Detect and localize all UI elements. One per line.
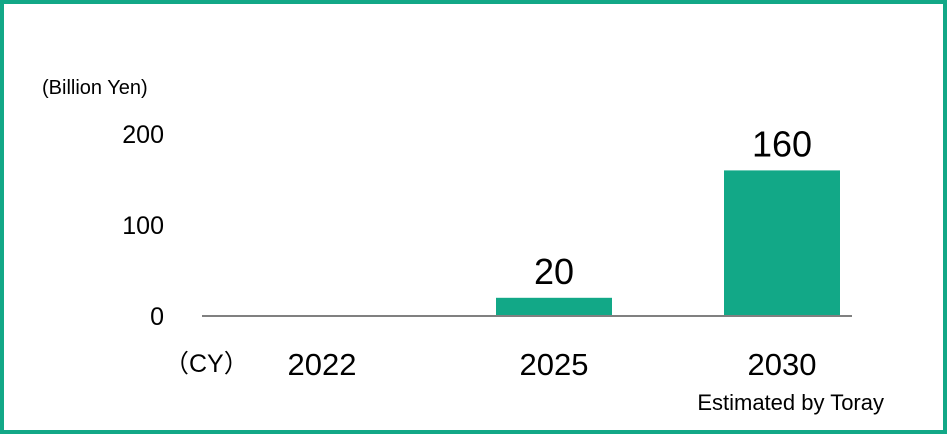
source-note: Estimated by Toray (697, 390, 884, 415)
y-tick-label: 100 (122, 212, 164, 240)
x-category-label-2030: 2030 (748, 347, 817, 382)
x-category-label-2025: 2025 (520, 347, 589, 382)
y-axis-ticks: 0 100 200 (122, 121, 164, 331)
category-labels: 2022 2025 2030 (288, 347, 817, 382)
bars: 20 160 (496, 123, 840, 316)
x-category-label-2022: 2022 (288, 347, 357, 382)
y-tick-label: 200 (122, 121, 164, 149)
y-tick-label: 0 (150, 303, 164, 331)
data-label-2025: 20 (534, 251, 574, 292)
y-axis-unit-label: (Billion Yen) (42, 77, 148, 99)
x-axis-suffix-label: （CY） (164, 350, 249, 378)
bar-2030 (724, 170, 840, 316)
bar-2025 (496, 297, 612, 316)
data-label-2030: 160 (752, 123, 812, 164)
